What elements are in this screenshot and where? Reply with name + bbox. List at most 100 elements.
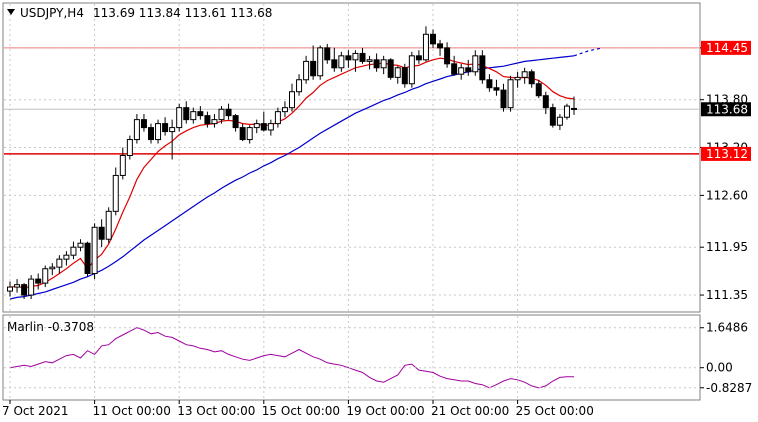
candle-body — [267, 123, 274, 131]
marlin-line — [9, 327, 574, 389]
candle-body — [493, 87, 500, 91]
candle-body — [352, 52, 359, 61]
candle-body — [119, 155, 126, 176]
candle-body — [479, 55, 486, 81]
ma-slow-projection — [573, 47, 603, 57]
candle-body — [14, 284, 21, 288]
candle-body — [542, 95, 549, 109]
candle-body — [422, 33, 429, 61]
dropdown-arrow-icon[interactable] — [7, 9, 15, 15]
candle-body — [507, 79, 514, 109]
level-price-tag-label: 113.12 — [706, 147, 748, 161]
candle-body — [7, 286, 13, 292]
candle-body — [126, 139, 133, 157]
candle-body — [500, 89, 507, 109]
time-tick-label: 13 Oct 00:00 — [177, 404, 255, 418]
candle-body — [373, 59, 380, 69]
candle-body — [296, 79, 303, 93]
candle-body — [310, 60, 317, 77]
time-axis: 7 Oct 2021 11 Oct 00:00 13 Oct 00:00 15 Oct… — [2, 400, 594, 418]
time-tick-label: 15 Oct 00:00 — [262, 404, 340, 418]
candle-body — [84, 242, 91, 275]
candle-body — [281, 107, 288, 113]
current-price-tag — [701, 102, 751, 117]
candle-body — [183, 107, 190, 121]
candle-body — [105, 210, 112, 240]
current-price-tag-label: 113.68 — [706, 102, 748, 116]
candle-body — [408, 55, 415, 85]
time-tick-label: 21 Oct 00:00 — [431, 404, 509, 418]
candle-body — [246, 127, 253, 141]
level-price-tag-label: 114.45 — [706, 41, 748, 55]
candle-body — [563, 105, 570, 118]
candle-body — [260, 123, 267, 131]
marlin-oscillator-line — [9, 327, 574, 389]
candle-body — [472, 55, 479, 73]
candle-body — [465, 67, 472, 73]
candle-body — [458, 67, 465, 75]
candle-body — [521, 71, 528, 78]
candle-body — [549, 107, 556, 126]
candle-body — [338, 55, 345, 69]
candle-body — [211, 119, 218, 125]
candle-body — [345, 55, 352, 61]
candle-body — [331, 59, 338, 69]
candle-body — [56, 258, 63, 268]
candle-body — [133, 119, 140, 141]
candle-body — [35, 278, 42, 284]
candle-body — [415, 55, 422, 61]
candle-body — [190, 111, 197, 121]
candle-body — [21, 284, 28, 296]
price-tick-label: 112.60 — [706, 188, 748, 202]
candle-body — [430, 33, 436, 45]
candle-body — [232, 115, 239, 129]
candle-body — [218, 108, 225, 121]
candle-body — [387, 59, 394, 78]
candle-body — [253, 123, 260, 129]
candle-body — [324, 47, 331, 61]
level-price-tag — [701, 146, 751, 161]
candle-body — [162, 123, 169, 133]
candle-body — [317, 47, 324, 77]
time-tick-label: 11 Oct 00:00 — [93, 404, 171, 418]
candle-body — [444, 47, 451, 65]
level-lines — [4, 47, 699, 155]
candle-body — [176, 107, 183, 129]
time-tick-label: 25 Oct 00:00 — [516, 404, 594, 418]
candle-body — [28, 278, 35, 296]
candle-body — [401, 67, 408, 85]
candle-body — [303, 60, 310, 81]
oscillator-pane-frame — [2, 314, 701, 401]
candle-body — [49, 266, 56, 270]
candle-body — [98, 226, 105, 240]
candle-body — [77, 242, 84, 248]
candle-body — [169, 127, 176, 133]
candle-body — [197, 111, 204, 117]
oscillator-name-label: Marlin -0.3708 — [7, 320, 94, 334]
osc-tick-label: -0.8287 — [706, 381, 752, 395]
candle-body — [394, 67, 401, 78]
osc-tick-label: 0.00 — [706, 361, 733, 375]
time-tick-label: 7 Oct 2021 — [2, 404, 69, 418]
candle-body — [148, 127, 154, 141]
price-tick-label: 111.35 — [706, 288, 748, 302]
candle-body — [225, 108, 232, 117]
candle-body — [140, 119, 147, 129]
candlesticks — [7, 26, 577, 300]
candle-body — [359, 52, 366, 62]
candle-body — [380, 59, 387, 69]
price-tick-label: 111.95 — [706, 240, 748, 254]
candle-body — [112, 174, 119, 212]
candle-body — [91, 226, 98, 275]
candle-body — [437, 43, 444, 49]
candle-body — [274, 111, 281, 125]
candle-body — [70, 246, 77, 256]
time-tick-label: 19 Oct 00:00 — [346, 404, 424, 418]
osc-tick-label: 1.6486 — [706, 321, 748, 335]
candle-body — [366, 59, 373, 62]
candle-body — [556, 116, 563, 126]
price-pane-frame — [2, 2, 701, 313]
ohlc-label: 113.69 113.84 113.61 113.68 — [93, 6, 272, 20]
price-axis: 114.45113.80113.20112.60111.95111.35114.… — [700, 40, 751, 302]
